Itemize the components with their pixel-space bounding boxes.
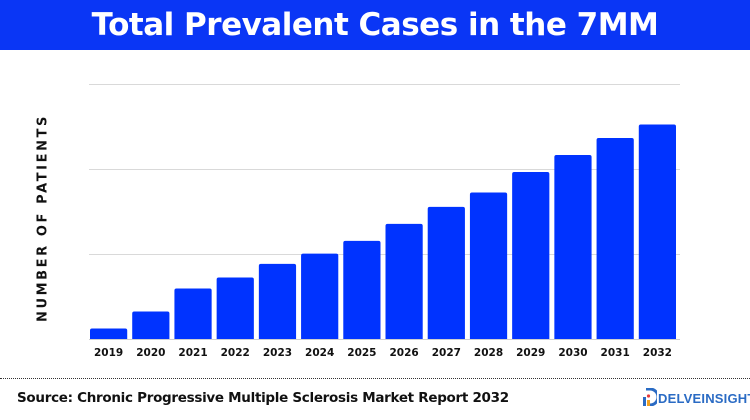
source-text: Source: Chronic Progressive Multiple Scl… [17, 390, 509, 406]
x-tick-label: 2021 [178, 347, 207, 359]
chart-title: Total Prevalent Cases in the 7MM [0, 0, 750, 50]
x-tick-label: 2028 [474, 347, 503, 359]
delveinsight-logo: DELVEINSIGHT [643, 388, 750, 406]
bar-2025 [343, 240, 381, 340]
x-tick-label: 2023 [263, 347, 292, 359]
bar-2023 [258, 263, 297, 340]
bar-2028 [469, 192, 508, 340]
bar-2029 [512, 172, 550, 340]
bar-2026 [385, 223, 423, 340]
x-tick-label: 2027 [432, 347, 461, 359]
bar-2022 [216, 277, 254, 340]
bar-2024 [301, 253, 339, 340]
logo-text: DELVEINSIGHT [658, 391, 750, 406]
x-tick-label: 2029 [516, 347, 545, 359]
x-tick-label: 2026 [389, 347, 418, 359]
bar-2020 [132, 311, 170, 340]
x-tick-label: 2025 [347, 347, 376, 359]
x-tick-label: 2032 [643, 347, 672, 359]
x-tick-label: 2020 [136, 347, 165, 359]
bar-2027 [427, 206, 465, 340]
bar-2032 [638, 124, 676, 340]
logo-mark-icon [643, 388, 657, 406]
x-tick-label: 2024 [305, 347, 334, 359]
x-tick-label: 2030 [558, 347, 587, 359]
bar-2021 [174, 288, 212, 340]
bar-2030 [554, 155, 592, 340]
x-tick-label: 2031 [601, 347, 630, 359]
bar-2031 [596, 138, 634, 340]
footer-divider [0, 378, 750, 379]
x-tick-label: 2019 [94, 347, 123, 359]
bar-chart: 2019 2020 2021 2022 2023 2024 2025 2026 2027 2028… [89, 84, 680, 359]
bar-2019 [90, 328, 128, 340]
x-tick-label: 2022 [221, 347, 250, 359]
